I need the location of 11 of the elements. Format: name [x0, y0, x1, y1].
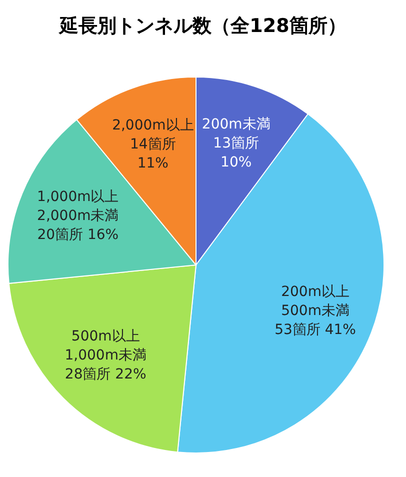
data-label: 53箇所 41%: [274, 322, 356, 338]
data-label: 28箇所 22%: [64, 366, 146, 382]
data-label: 14箇所 11%: [130, 136, 176, 172]
slice-label: 200m以上 500m未満: [281, 284, 350, 319]
slice-label: 500m以上 1,000m未満: [64, 328, 146, 364]
slice-label: 1,000m以上 2,000m未満: [37, 188, 119, 224]
data-label: 20箇所 16%: [37, 226, 119, 243]
slice-label: 2,000m以上: [112, 117, 194, 134]
chart-title: 延長別トンネル数（全128箇所）: [58, 15, 346, 37]
data-label: 13箇所 10%: [213, 135, 260, 170]
slice-label: 200m未満: [202, 116, 270, 132]
